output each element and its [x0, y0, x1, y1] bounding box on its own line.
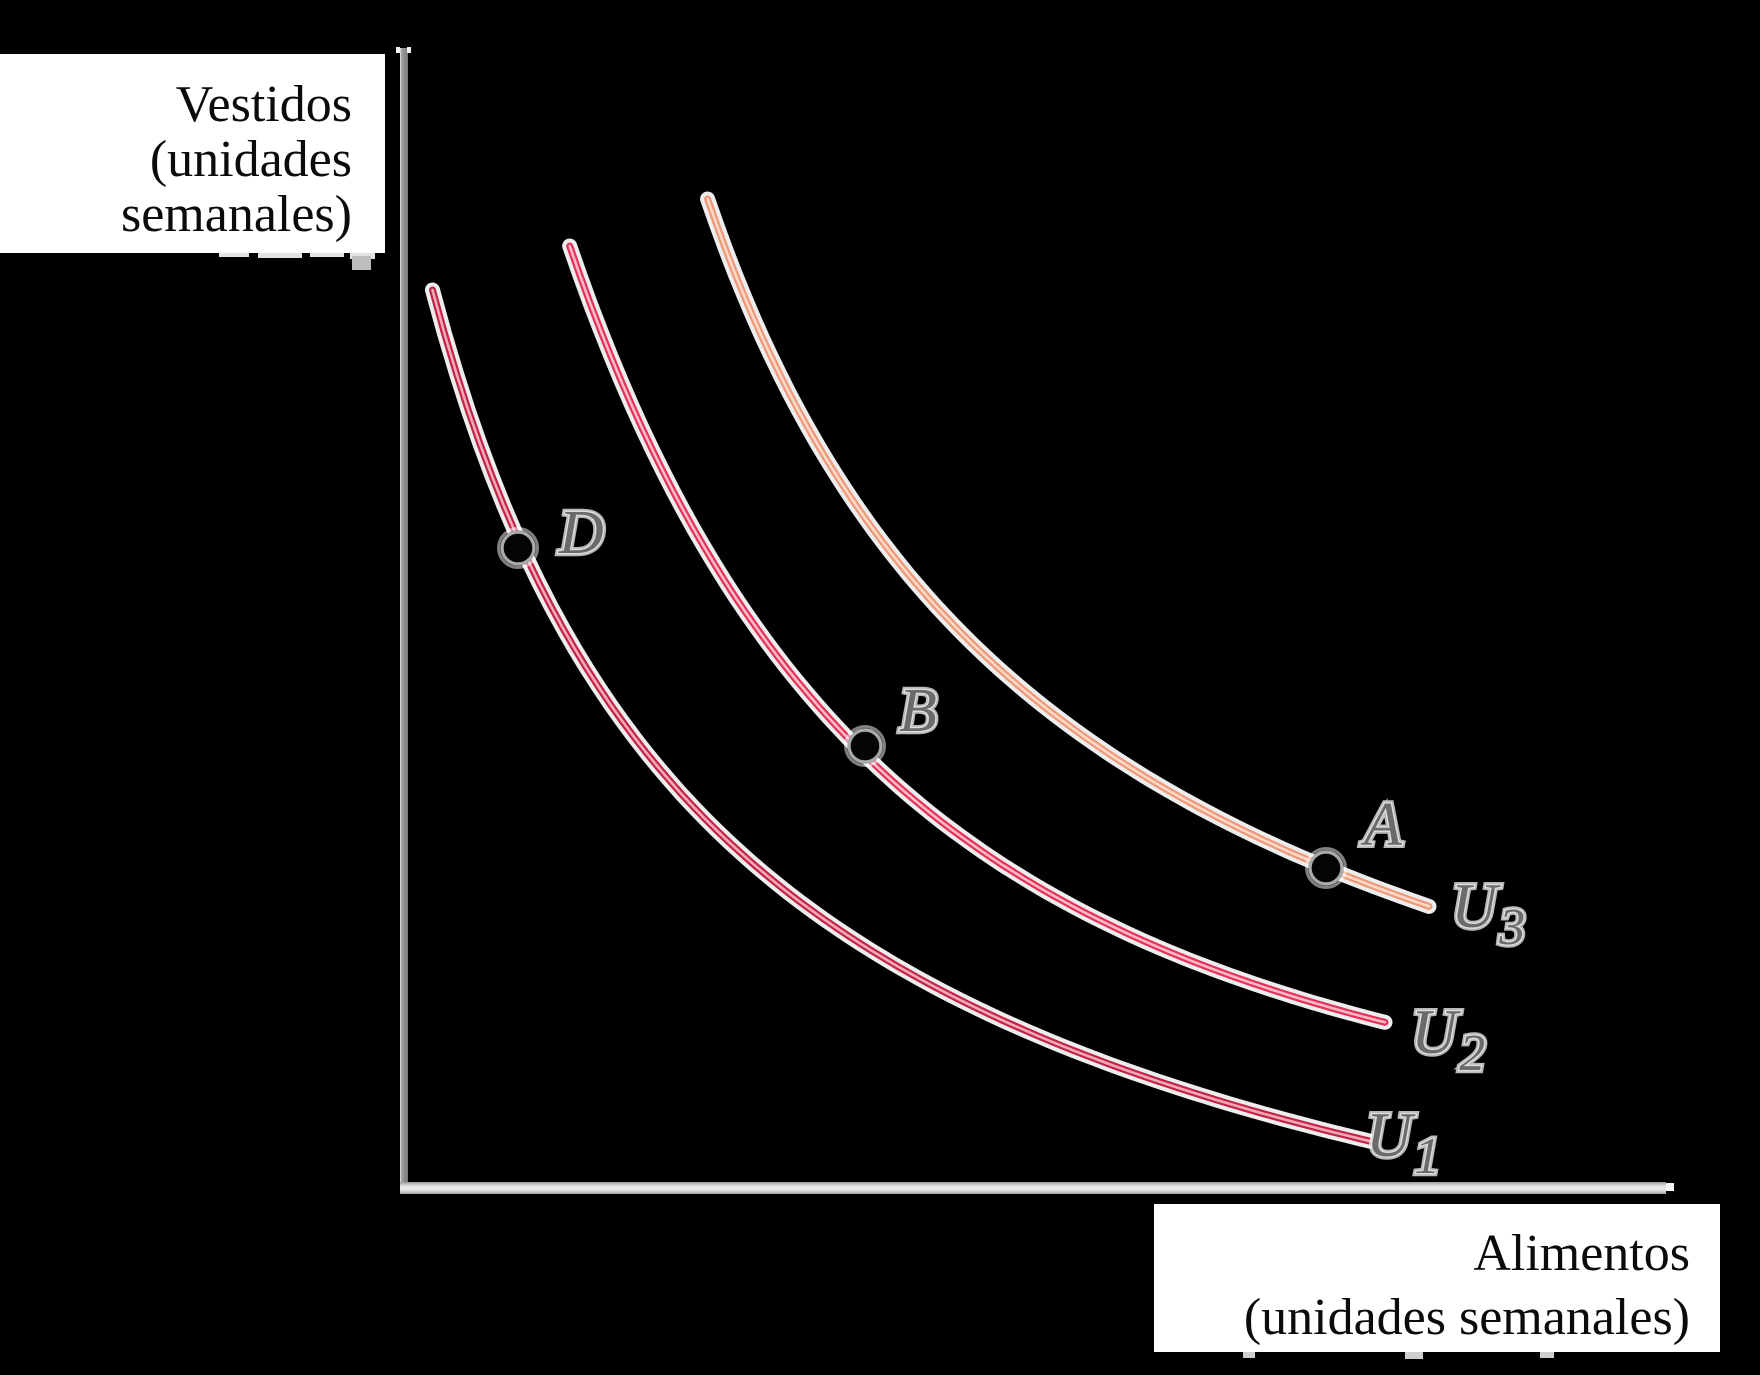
svg-text:Vestidos: Vestidos — [176, 76, 352, 133]
svg-text:B: B — [899, 677, 937, 745]
svg-text:semanales): semanales) — [121, 186, 352, 243]
svg-text:D: D — [558, 499, 604, 567]
svg-text:(unidades semanales): (unidades semanales) — [1244, 1289, 1690, 1346]
svg-text:A: A — [1360, 791, 1403, 859]
svg-text:(unidades: (unidades — [150, 131, 352, 188]
svg-text:D: D — [558, 499, 604, 567]
svg-text:A: A — [1360, 791, 1403, 859]
svg-text:Alimentos: Alimentos — [1473, 1225, 1690, 1282]
svg-text:B: B — [899, 677, 937, 745]
